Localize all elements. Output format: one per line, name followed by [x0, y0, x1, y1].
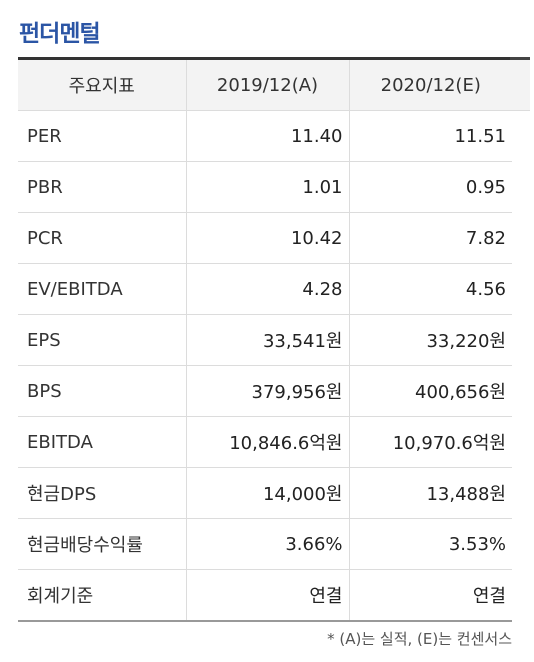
value-2019: 11.40	[185, 110, 349, 162]
row-label: EV/EBITDA	[18, 263, 186, 315]
header-2019: 2019/12(A)	[185, 60, 349, 111]
value-2020: 연결	[348, 569, 512, 622]
table-row: EV/EBITDA 4.28 4.56	[18, 263, 512, 315]
value-2020: 7.82	[348, 212, 512, 264]
table-row: PCR 10.42 7.82	[18, 212, 512, 264]
section-title: 펀더멘털	[19, 21, 101, 47]
table-top-border	[18, 57, 530, 60]
row-label: PER	[18, 110, 186, 162]
value-2019: 10.42	[185, 212, 349, 264]
footnote: * (A)는 실적, (E)는 컨센서스	[327, 630, 512, 648]
value-2020: 3.53%	[348, 518, 512, 570]
row-label: PBR	[18, 161, 186, 213]
value-2019: 연결	[185, 569, 349, 622]
table-row: PER 11.40 11.51	[18, 110, 512, 162]
header-right-strip	[512, 60, 530, 111]
value-2020: 10,970.6억원	[348, 416, 512, 468]
header-indicator: 주요지표	[18, 60, 186, 111]
value-2020: 0.95	[348, 161, 512, 213]
value-2020: 11.51	[348, 110, 512, 162]
table-row: 현금배당수익률 3.66% 3.53%	[18, 518, 512, 570]
value-2019: 14,000원	[185, 467, 349, 519]
value-2019: 33,541원	[185, 314, 349, 366]
row-label: EPS	[18, 314, 186, 366]
value-2020: 400,656원	[348, 365, 512, 417]
row-label: 회계기준	[18, 569, 186, 622]
table-row: EBITDA 10,846.6억원 10,970.6억원	[18, 416, 512, 468]
value-2020: 13,488원	[348, 467, 512, 519]
value-2019: 1.01	[185, 161, 349, 213]
table-row: 회계기준 연결 연결	[18, 569, 512, 622]
value-2019: 3.66%	[185, 518, 349, 570]
row-label: EBITDA	[18, 416, 186, 468]
table-row: BPS 379,956원 400,656원	[18, 365, 512, 417]
value-2019: 4.28	[185, 263, 349, 315]
value-2019: 10,846.6억원	[185, 416, 349, 468]
value-2020: 33,220원	[348, 314, 512, 366]
table-row: PBR 1.01 0.95	[18, 161, 512, 213]
row-label: 현금배당수익률	[18, 518, 186, 570]
row-label: PCR	[18, 212, 186, 264]
table-row: EPS 33,541원 33,220원	[18, 314, 512, 366]
row-label: 현금DPS	[18, 467, 186, 519]
row-label: BPS	[18, 365, 186, 417]
value-2020: 4.56	[348, 263, 512, 315]
value-2019: 379,956원	[185, 365, 349, 417]
table-row: 현금DPS 14,000원 13,488원	[18, 467, 512, 519]
fundamentals-table: 주요지표 2019/12(A) 2020/12(E) PER 11.40 11.51…	[18, 60, 512, 622]
header-2020: 2020/12(E)	[348, 60, 512, 111]
table-header-row: 주요지표 2019/12(A) 2020/12(E)	[18, 60, 512, 111]
